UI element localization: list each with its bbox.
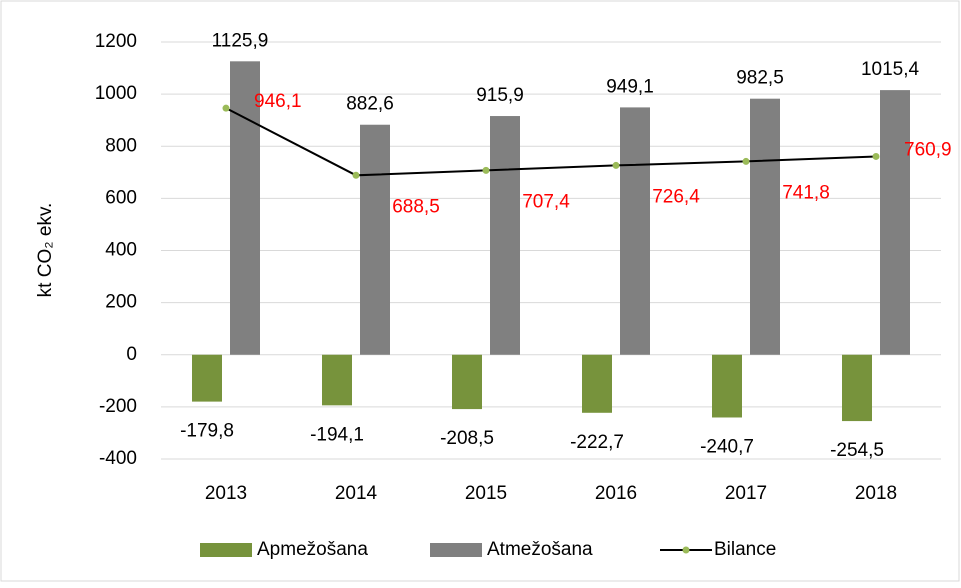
x-tick-label: 2018 (855, 483, 897, 504)
line-marker (482, 166, 490, 174)
bar (750, 98, 780, 355)
data-label: -179,8 (180, 421, 234, 442)
bar (842, 354, 872, 422)
data-label: 882,6 (346, 94, 394, 115)
data-label: 1015,4 (861, 59, 920, 80)
data-label: 726,4 (652, 186, 700, 207)
data-label: -240,7 (700, 436, 754, 457)
y-tick-label: 400 (105, 240, 137, 261)
legend-label: Apmežošana (257, 539, 368, 560)
line-marker (872, 152, 880, 160)
y-tick-label: 600 (105, 187, 137, 208)
data-label: -222,7 (570, 432, 624, 453)
line-marker (352, 171, 360, 179)
legend-swatch (200, 543, 252, 557)
bar (712, 354, 742, 418)
data-label: 741,8 (782, 182, 830, 203)
legend-swatch (430, 543, 482, 557)
bar (192, 354, 222, 402)
data-label: 688,5 (392, 196, 440, 217)
data-label: 946,1 (254, 91, 302, 112)
legend-label: Bilance (714, 539, 776, 560)
bar (582, 354, 612, 413)
data-label: 1125,9 (212, 30, 269, 51)
bar (230, 61, 260, 355)
data-label: 760,9 (904, 139, 952, 160)
x-tick-label: 2015 (465, 483, 507, 504)
data-label: 915,9 (476, 85, 524, 106)
y-tick-label: 1200 (95, 31, 137, 52)
bar (490, 116, 520, 355)
y-tick-label: -400 (99, 448, 137, 469)
x-tick-label: 2014 (335, 483, 378, 504)
data-label: 949,1 (606, 76, 654, 97)
legend-label: Atmežošana (487, 539, 593, 560)
legend-marker (682, 546, 690, 554)
bar (620, 107, 650, 355)
data-label: -208,5 (440, 428, 494, 449)
y-tick-label: 200 (105, 292, 137, 313)
line-marker (222, 104, 230, 112)
x-tick-label: 2016 (595, 483, 637, 504)
y-tick-label: 0 (126, 344, 137, 365)
data-label: 982,5 (736, 68, 784, 89)
data-label: -194,1 (310, 424, 364, 445)
y-tick-label: -200 (99, 396, 137, 417)
line-marker (742, 157, 750, 165)
line-marker (612, 161, 620, 169)
line (225, 107, 877, 177)
y-axis-label: kt CO₂ ekv. (35, 203, 56, 298)
x-tick-label: 2017 (725, 483, 767, 504)
bar (360, 124, 390, 355)
bar (880, 90, 910, 355)
y-tick-label: 800 (105, 135, 137, 156)
bar (322, 354, 352, 406)
data-label: 707,4 (522, 191, 570, 212)
bar (452, 354, 482, 410)
data-label: -254,5 (830, 440, 884, 461)
y-tick-label: 1000 (95, 83, 137, 104)
x-tick-label: 2013 (205, 483, 247, 504)
